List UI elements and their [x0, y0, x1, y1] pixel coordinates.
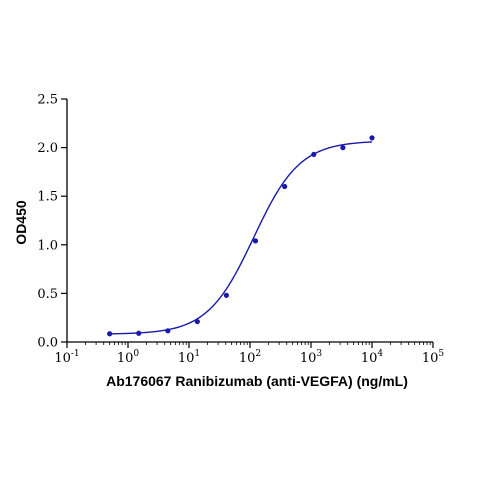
data-point	[282, 183, 288, 190]
y-tick-label: 1.0	[37, 238, 58, 253]
y-tick-label: 1.5	[37, 190, 58, 205]
data-points	[107, 135, 375, 337]
data-point	[252, 238, 259, 244]
x-tick-label: 10-1	[54, 349, 79, 366]
y-tick-label: 2.5	[37, 93, 58, 108]
x-tick-label: 104	[361, 349, 384, 366]
fit-curve	[109, 141, 373, 335]
x-axis-title: Ab176067 Ranibizumab (anti-VEGFA) (ng/mL…	[106, 373, 408, 389]
y-tick-label: 2.0	[37, 141, 58, 156]
y-tick-label: 0.0	[37, 336, 58, 351]
data-point	[223, 292, 229, 298]
data-point	[194, 318, 200, 325]
y-tick-label: 0.5	[37, 287, 58, 302]
y-axis-title: OD450	[13, 200, 29, 245]
data-point	[107, 331, 113, 337]
y-axis-ticks: 0.0 0.5 1.0 1.5 2.0 2.5	[37, 93, 67, 351]
data-point	[136, 330, 142, 336]
data-point	[311, 151, 317, 158]
x-tick-label: 103	[300, 349, 323, 366]
x-tick-label: 102	[239, 349, 261, 366]
x-tick-label: 100	[117, 349, 140, 366]
data-point	[369, 135, 375, 141]
x-tick-label: 105	[422, 349, 445, 366]
data-point	[340, 145, 346, 151]
x-tick-label: 101	[178, 349, 200, 366]
x-axis-ticks: 10-1 100 101 102 103 104 105	[54, 342, 444, 366]
data-point	[165, 328, 171, 334]
